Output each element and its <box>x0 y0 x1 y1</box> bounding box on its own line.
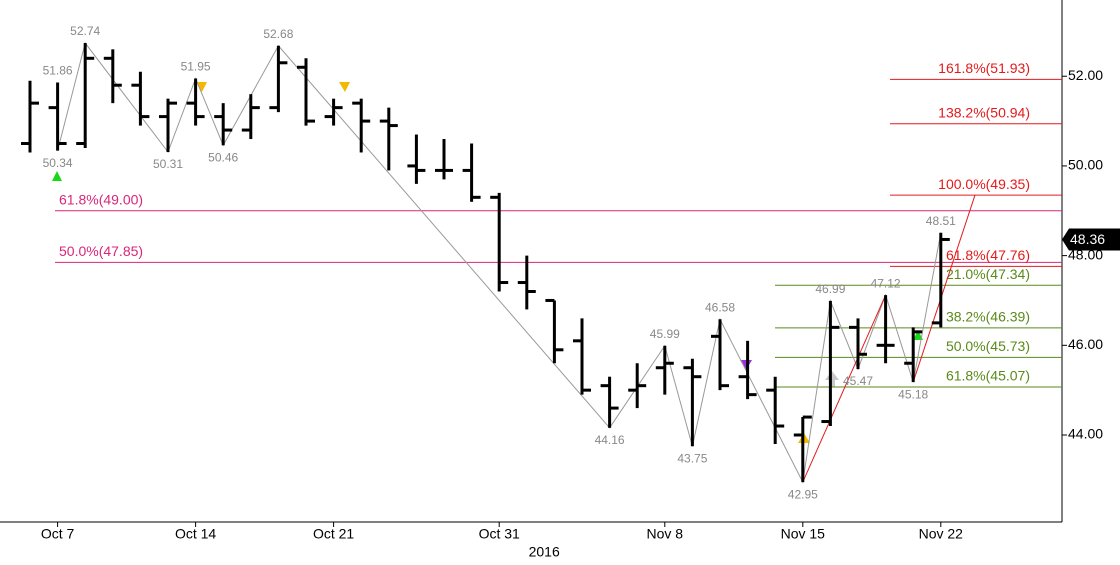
signal-marker <box>339 82 350 92</box>
y-tick-label: 44.00 <box>1068 426 1103 442</box>
swing-label: 50.31 <box>153 157 183 171</box>
y-tick-label: 46.00 <box>1068 336 1103 352</box>
y-tick-label: 52.00 <box>1068 67 1103 83</box>
x-tick-label: Oct 14 <box>175 526 216 542</box>
y-tick-label: 50.00 <box>1068 157 1103 173</box>
level-label: 61.8%(45.07) <box>946 368 1030 384</box>
level-label: 161.8%(51.93) <box>938 60 1030 76</box>
swing-label: 52.68 <box>263 27 293 41</box>
x-axis-year: 2016 <box>529 544 560 560</box>
level-label: 38.2%(46.39) <box>946 309 1030 325</box>
swing-label: 46.99 <box>815 282 845 296</box>
swing-label: 50.46 <box>208 150 238 164</box>
x-tick-label: Nov 15 <box>781 526 826 542</box>
swing-label: 45.99 <box>650 327 680 341</box>
signal-marker <box>913 330 923 340</box>
swing-label: 51.95 <box>181 60 211 74</box>
signal-marker <box>52 171 62 181</box>
swing-label: 46.58 <box>705 300 735 314</box>
swing-label: 45.47 <box>843 374 873 388</box>
swing-label: 51.86 <box>43 64 73 78</box>
level-label: 50.0%(45.73) <box>946 338 1030 354</box>
level-label: 21.0%(47.34) <box>946 266 1030 282</box>
x-tick-label: Nov 22 <box>919 526 964 542</box>
x-tick-label: Oct 21 <box>313 526 354 542</box>
signal-marker <box>196 82 207 92</box>
level-label: 138.2%(50.94) <box>938 104 1030 120</box>
swing-label: 52.74 <box>70 24 100 38</box>
x-tick-label: Nov 8 <box>647 526 684 542</box>
x-tick-label: Oct 7 <box>41 526 75 542</box>
swing-label: 44.16 <box>595 433 625 447</box>
x-tick-label: Oct 31 <box>479 526 520 542</box>
level-label: 100.0%(49.35) <box>938 176 1030 192</box>
projection-line <box>802 294 887 483</box>
last-price-badge <box>1062 228 1120 251</box>
swing-label: 45.18 <box>898 387 928 401</box>
level-label: 50.0%(47.85) <box>59 243 143 259</box>
swing-label: 48.51 <box>926 214 956 228</box>
signal-marker <box>825 371 839 387</box>
projection-line <box>912 194 976 383</box>
level-label: 61.8%(47.76) <box>946 247 1030 263</box>
level-label: 61.8%(49.00) <box>59 191 143 207</box>
swing-label: 50.34 <box>43 156 73 170</box>
last-price-label: 48.36 <box>1070 231 1105 247</box>
swing-label: 43.75 <box>677 451 707 465</box>
swing-label: 42.95 <box>788 487 818 501</box>
swing-label: 47.12 <box>871 276 901 290</box>
